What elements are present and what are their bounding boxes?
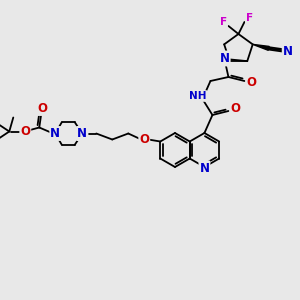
Text: N: N — [200, 161, 209, 175]
Text: O: O — [230, 103, 240, 116]
Text: F: F — [220, 17, 227, 27]
Text: N: N — [77, 127, 87, 140]
Text: N: N — [219, 52, 230, 64]
Text: N: N — [50, 127, 60, 140]
Text: F: F — [246, 13, 253, 23]
Text: O: O — [246, 76, 256, 88]
Text: O: O — [37, 102, 47, 115]
Text: O: O — [20, 125, 30, 138]
Text: N: N — [77, 127, 87, 140]
Text: NH: NH — [189, 91, 206, 101]
Text: N: N — [283, 45, 293, 58]
Polygon shape — [253, 44, 269, 50]
Text: N: N — [219, 52, 230, 65]
Text: O: O — [139, 133, 149, 146]
